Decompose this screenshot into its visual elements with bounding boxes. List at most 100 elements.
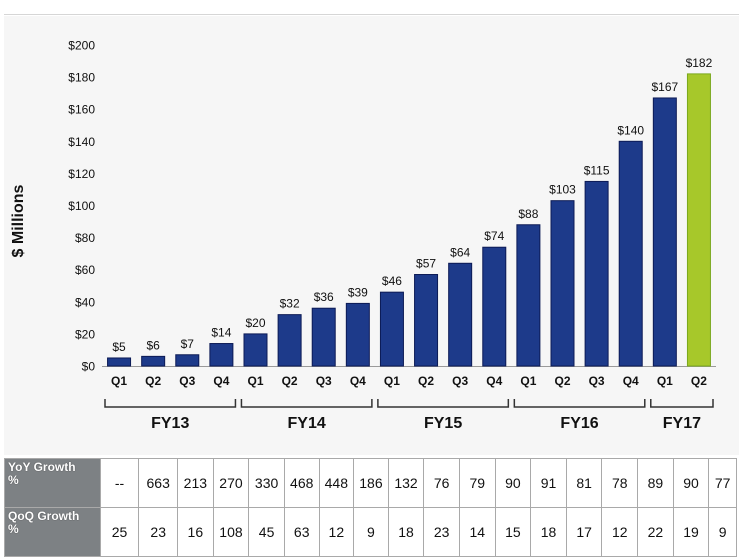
fiscal-year-label: FY13	[151, 415, 189, 432]
growth-value-cell: 23	[138, 507, 179, 557]
bar	[175, 354, 200, 367]
fiscal-year-bracket	[513, 399, 646, 408]
fiscal-year-label: FY16	[560, 415, 598, 432]
bar-value-label: $20	[245, 316, 265, 330]
growth-value-cell: 16	[177, 507, 214, 557]
quarter-label: Q2	[554, 374, 570, 388]
bar	[345, 302, 370, 367]
y-tick-label: $200	[68, 39, 95, 53]
quarter-label: Q4	[623, 374, 639, 388]
bar	[141, 355, 166, 367]
fiscal-year-label: FY14	[288, 415, 326, 432]
bar	[414, 274, 439, 367]
growth-value-cell: 91	[530, 458, 567, 508]
quarter-label: Q2	[418, 374, 434, 388]
bar	[277, 314, 302, 367]
fiscal-year-label: FY15	[424, 415, 462, 432]
row-header-line2: %	[8, 522, 19, 536]
bar-value-label: $32	[280, 297, 300, 311]
fiscal-year-bracket	[104, 399, 237, 408]
growth-value-cell: 12	[601, 507, 639, 557]
bar-value-label: $57	[416, 257, 436, 271]
growth-value-cell: 22	[637, 507, 674, 557]
fiscal-year-label: FY17	[663, 415, 701, 432]
bar	[448, 262, 473, 367]
growth-value-cell: 12	[318, 507, 355, 557]
bar-value-label: $74	[484, 229, 504, 243]
quarter-label: Q1	[111, 374, 127, 388]
growth-table-panel: YoY Growth% -- 663 213 270 330 468 448 186 132 76 7…	[4, 458, 739, 557]
growth-value-cell: 213	[177, 458, 214, 508]
y-tick-label: $140	[68, 135, 95, 149]
growth-value-cell: 15	[494, 507, 532, 557]
bar	[107, 357, 132, 367]
bar-value-label: $103	[549, 183, 576, 197]
quarter-label: Q3	[452, 374, 468, 388]
row-header-line2: %	[8, 473, 19, 487]
bar	[550, 200, 575, 367]
quarter-label: Q3	[589, 374, 605, 388]
row-header: QoQ Growth%	[4, 507, 101, 557]
chart-panel: $ Millions $0 $20 $40 $60 $80 $100 $120 $140 $160…	[4, 16, 739, 455]
fiscal-year-bracket	[240, 399, 373, 408]
growth-value-cell: 330	[248, 458, 285, 508]
bar	[243, 333, 268, 367]
y-tick-label: $120	[68, 167, 95, 181]
bar	[209, 343, 234, 367]
growth-value-cell: 18	[530, 507, 567, 557]
growth-value-cell: 270	[212, 458, 250, 508]
bar-value-label: $7	[181, 337, 195, 351]
bar	[584, 180, 609, 367]
y-tick-label: $180	[68, 71, 95, 85]
growth-value-cell: 79	[458, 458, 496, 508]
bar-value-label: $36	[314, 290, 334, 304]
growth-value-cell: 108	[212, 507, 250, 557]
y-tick-label: $20	[75, 327, 95, 341]
y-axis-title: $ Millions	[10, 184, 27, 257]
bar-value-label: $88	[518, 207, 538, 221]
growth-value-cell: 81	[565, 458, 603, 508]
y-tick-label: $160	[68, 103, 95, 117]
growth-value-cell: 89	[637, 458, 674, 508]
quarter-label: Q1	[520, 374, 536, 388]
bar-value-label: $14	[211, 326, 231, 340]
bar	[618, 140, 643, 367]
row-header-line1: YoY Growth	[8, 460, 76, 474]
growth-value-cell: 19	[672, 507, 710, 557]
growth-value-cell: 77	[708, 458, 737, 508]
growth-value-cell: 468	[283, 458, 320, 508]
growth-value-cell: 76	[423, 458, 460, 508]
y-tick-label: $40	[75, 295, 95, 309]
growth-value-cell: 90	[672, 458, 710, 508]
y-tick-label: $100	[68, 199, 95, 213]
bar-value-label: $64	[450, 245, 470, 259]
quarter-label: Q3	[179, 374, 195, 388]
quarter-label: Q4	[486, 374, 502, 388]
bar-value-label: $140	[617, 123, 644, 137]
bar	[379, 291, 404, 367]
quarter-label: Q3	[316, 374, 332, 388]
bar-value-label: $167	[651, 80, 678, 94]
fiscal-year-bracket	[377, 399, 510, 408]
bar	[686, 73, 711, 367]
growth-table: YoY Growth% -- 663 213 270 330 468 448 186 132 76 7…	[4, 458, 737, 557]
bar-value-label: $39	[348, 285, 368, 299]
growth-table-row: YoY Growth% -- 663 213 270 330 468 448 186 132 76 7…	[4, 458, 737, 508]
growth-value-cell: 78	[601, 458, 639, 508]
quarter-label: Q2	[691, 374, 707, 388]
y-tick-label: $0	[82, 360, 96, 374]
bar	[311, 307, 336, 367]
growth-value-cell: 132	[387, 458, 425, 508]
growth-value-cell: 25	[99, 507, 140, 557]
bar	[482, 246, 507, 367]
growth-value-cell: 18	[387, 507, 425, 557]
quarter-label: Q4	[213, 374, 229, 388]
growth-value-cell: 23	[423, 507, 460, 557]
revenue-bar-chart: $ Millions $0 $20 $40 $60 $80 $100 $120 $140 $160…	[10, 39, 716, 432]
y-tick-label: $80	[75, 231, 95, 245]
top-divider-line	[4, 14, 739, 15]
row-header-line1: QoQ Growth	[8, 509, 80, 523]
row-header: YoY Growth%	[4, 458, 101, 508]
quarter-label: Q1	[247, 374, 263, 388]
growth-value-cell: 90	[494, 458, 532, 508]
